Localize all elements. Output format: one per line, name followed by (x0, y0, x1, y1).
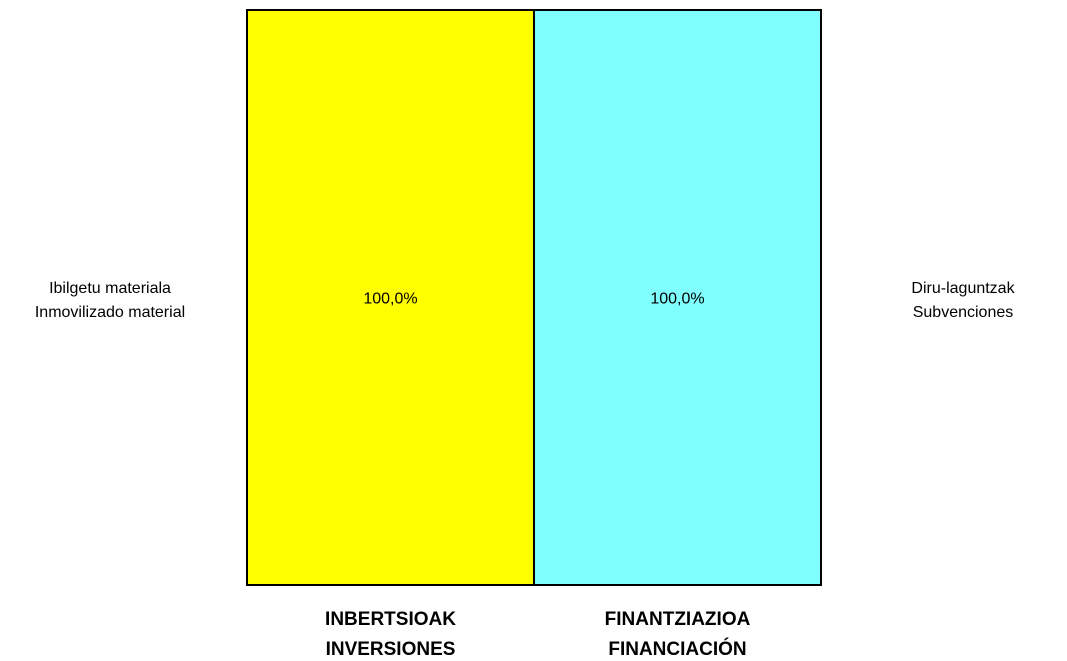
value-label: 100,0% (363, 291, 417, 308)
bar-segment (246, 9, 535, 586)
bar-segment (533, 9, 822, 586)
series-label: Diru-laguntzak Subvenciones (911, 280, 1015, 321)
value-label: 100,0% (650, 291, 704, 308)
category-label: FINANTZIAZIOA FINANCIACIÓN (605, 609, 751, 660)
category-label: INBERTSIOAK INVERSIONES (325, 609, 456, 660)
series-label: Ibilgetu materiala Inmovilizado material (35, 280, 185, 321)
